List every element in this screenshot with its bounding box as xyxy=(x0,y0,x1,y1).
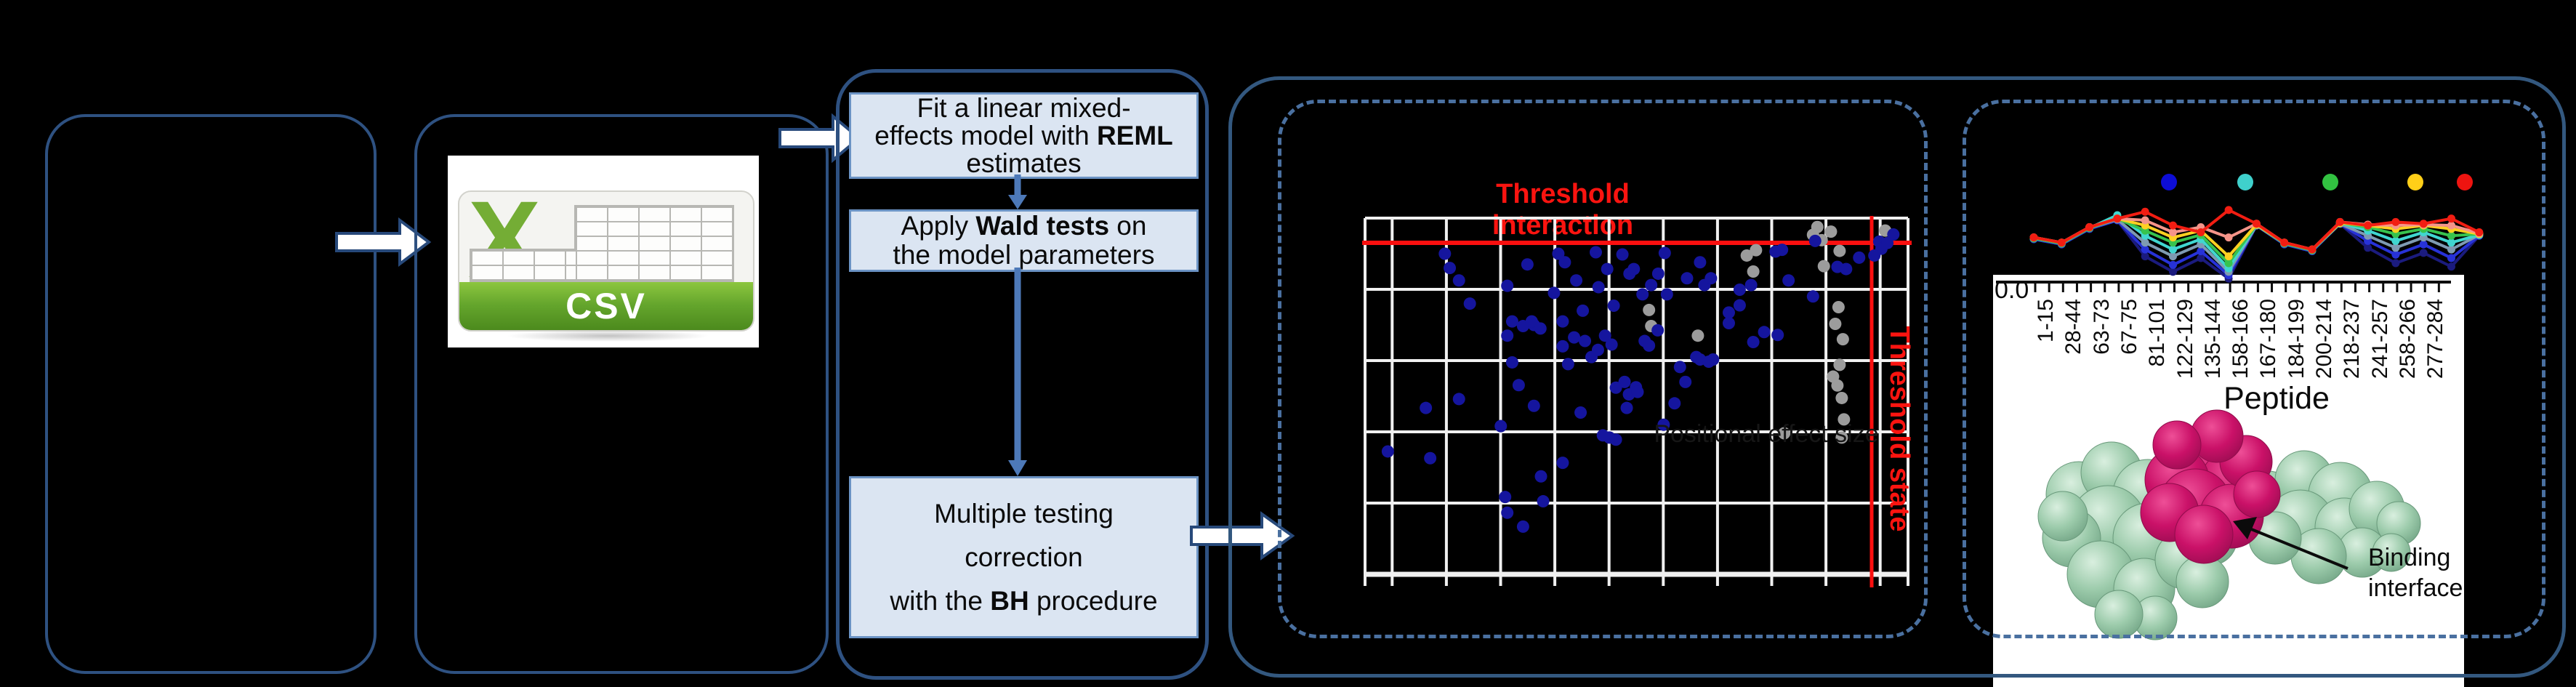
flow-step-fit-model: Fit a linear mixed-effects model with RE… xyxy=(849,92,1199,179)
threshold-state-label: Threshold state xyxy=(1884,326,1915,532)
binding-annotation-line1: Binding xyxy=(2368,544,2451,571)
binding-annotation-line2: interface xyxy=(2368,574,2463,602)
peptide-axis-title: Peptide xyxy=(2223,381,2330,416)
arrow-model-to-results-icon xyxy=(1190,511,1295,561)
csv-band: CSV xyxy=(459,282,753,330)
csv-file-image: X CSV xyxy=(448,156,759,347)
binding-annotation-arrow-line xyxy=(2249,527,2348,570)
binding-annotation-arrowhead-icon xyxy=(2233,517,2257,539)
results-box xyxy=(1228,76,2566,678)
scatter-panel-box xyxy=(1278,100,1928,638)
csv-shadow xyxy=(506,330,709,342)
uptake-line-chart xyxy=(2029,206,2484,283)
legend-dot-0 xyxy=(2161,174,2177,190)
input-box xyxy=(45,114,377,674)
positional-effect-label: Positional effect size xyxy=(1654,420,1879,448)
stats-box xyxy=(836,69,1209,680)
legend-dot-1 xyxy=(2237,174,2253,190)
csv-box xyxy=(414,114,829,674)
uptake-panel-box xyxy=(1963,100,2545,638)
uptake-figure-panel: 0.0 1-15 28-44 63-73 67-75 81-101 122-129 135-… xyxy=(1993,275,2464,687)
peptide-axis xyxy=(1996,281,2451,292)
arrow-fit-to-wald-icon xyxy=(1008,174,1027,209)
flow-step-bh-correction: Multiple testing correction with the BH pr… xyxy=(849,476,1199,638)
spreadsheet-grid-icon xyxy=(574,205,734,282)
binding-interface-annotation: Binding interface xyxy=(2368,542,2463,603)
csv-label: CSV xyxy=(565,286,647,326)
legend-dot-2 xyxy=(2322,174,2338,190)
protein-binding-region xyxy=(2140,409,2281,564)
csv-card: X CSV xyxy=(458,190,754,332)
protein-structure-image xyxy=(2037,409,2421,640)
threshold-scatter-plot xyxy=(1362,216,1912,587)
legend-dot-3 xyxy=(2407,174,2423,190)
legend-dot-4 xyxy=(2457,174,2473,190)
spreadsheet-grid-small-icon xyxy=(470,249,577,282)
arrow-wald-to-bh-icon xyxy=(1008,268,1027,476)
flow-step-wald-tests: Apply Wald tests on the model parameters xyxy=(849,209,1199,272)
